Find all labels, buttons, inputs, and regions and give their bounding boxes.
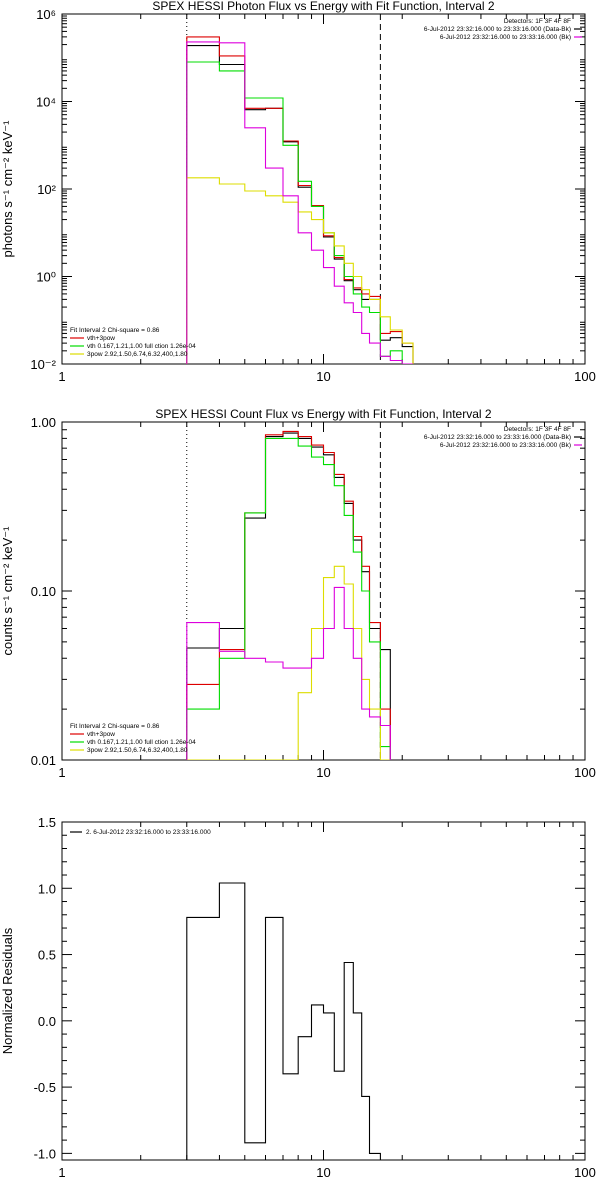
data-legend-label: 6-Jul-2012 23:32:16.000 to 23:33:16.000 … [424,434,571,441]
y-tick-label: 1.5 [38,815,56,830]
x-tick-label: 10 [316,765,330,780]
y-tick-label: 10⁻² [30,357,56,372]
y-tick-label: 10⁴ [36,95,56,110]
panel-1: SPEX HESSI Photon Flux vs Energy with Fi… [0,0,596,384]
y-tick-label: 10⁰ [36,270,56,285]
series-1-step-line [186,432,391,760]
y-tick-label: -1.0 [34,1146,56,1161]
x-tick-label: 1 [58,765,65,780]
y-tick-label: 1.00 [31,415,56,430]
x-tick-label: 10 [316,369,330,384]
detectors-label: Detectors: 1F 3F 4F 8F [504,426,571,433]
fit-legend-header: Fit Interval 2 Chi-square = 0.86 [70,723,160,730]
fit-legend-label: 3pow 2.92,1.50,6.74,6.32,400,1.80 [87,747,188,754]
plot-frame [61,13,586,365]
y-axis-label: counts s⁻¹ cm⁻² keV⁻¹ [0,526,15,656]
series-3-step-line [186,437,391,760]
chart-title: SPEX HESSI Count Flux vs Energy with Fit… [155,407,491,421]
series-4-step-line [186,565,391,760]
fit-legend-label: 3pow 2.92,1.50,6.74,6.32,400,1.80 [87,351,188,358]
detectors-label: Detectors: 1F 3F 4F 8F [504,18,571,25]
x-tick-label: 100 [574,369,596,384]
x-tick-label: 100 [574,1165,596,1180]
series-1-step-line [186,45,414,364]
series-5-step-line [186,41,413,364]
data-legend-label: 6-Jul-2012 23:32:16.000 to 23:33:16.000 … [440,442,571,449]
y-axis-label: photons s⁻¹ cm⁻² keV⁻¹ [0,120,15,258]
fit-legend-label: vth+3pow [87,731,115,738]
data-legend-label: 2. 6-Jul-2012 23:32:16.000 to 23:33:16.0… [86,829,211,836]
fit-legend-label: vth 0.167,1.21,1.00 full ction 1.26e-04 [87,343,196,350]
chart-title: SPEX HESSI Photon Flux vs Energy with Fi… [152,0,494,13]
x-tick-label: 10 [316,1165,330,1180]
y-tick-label: 0.01 [31,753,56,768]
fit-legend-label: vth 0.167,1.21,1.00 full ction 1.26e-04 [87,739,196,746]
series-4-step-line [186,177,414,364]
data-legend-label: 6-Jul-2012 23:32:16.000 to 23:33:16.000 … [424,26,571,33]
x-tick-label: 1 [58,369,65,384]
y-tick-label: 10² [37,182,56,197]
data-legend-label: 6-Jul-2012 23:32:16.000 to 23:33:16.000 … [440,34,571,41]
y-tick-label: 0.0 [38,1014,56,1029]
series-5-step-line [186,586,391,760]
x-tick-label: 100 [574,765,596,780]
series-2-step-line [186,430,391,760]
panel-3: 1 10 100 -1.0 -0.5 0.0 0.5 1.0 1.5 Normalized Res… [0,815,596,1180]
series-1-step-line [186,882,381,1160]
y-tick-label: -0.5 [34,1080,56,1095]
fit-legend-label: vth+3pow [87,335,115,342]
y-axis-label: Normalized Residuals [0,927,15,1054]
plot-frame [61,821,586,1161]
series-2-step-line [186,36,414,364]
y-tick-label: 10⁶ [36,7,56,22]
panel-2: SPEX HESSI Count Flux vs Energy with Fit… [0,407,596,780]
fit-legend-header: Fit Interval 2 Chi-square = 0.86 [70,327,160,334]
y-tick-label: 1.0 [38,881,56,896]
x-tick-label: 1 [58,1165,65,1180]
series-3-step-line [186,61,413,364]
y-tick-label: 0.10 [31,584,56,599]
y-tick-label: 0.5 [38,948,56,963]
